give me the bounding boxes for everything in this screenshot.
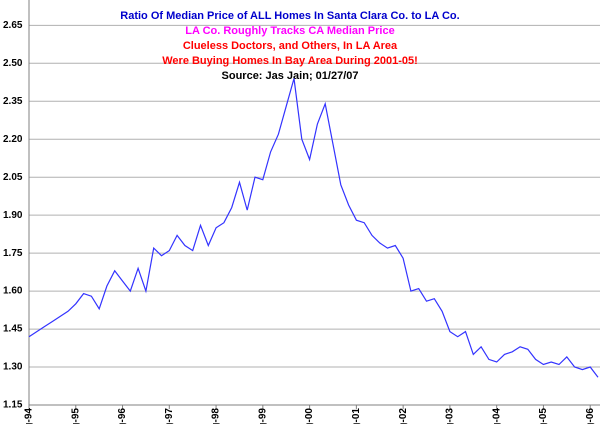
y-tick-label: 2.35: [3, 96, 23, 107]
y-tick-label: 1.90: [3, 210, 23, 221]
x-tick-label: Aug-97: [164, 408, 175, 424]
chart-title: Were Buying Homes In Bay Area During 200…: [162, 55, 418, 67]
y-tick-label: 2.50: [3, 58, 23, 69]
x-tick-label: Aug-00: [304, 408, 315, 424]
chart-title: Ratio Of Median Price of ALL Homes In Sa…: [120, 10, 459, 22]
x-tick-label: Aug-94: [24, 408, 35, 424]
x-tick-label: Aug-05: [538, 408, 549, 424]
x-tick-label: Aug-03: [445, 408, 456, 424]
data-line: [28, 78, 599, 378]
y-tick-label: 1.60: [3, 286, 23, 297]
x-tick-label: Aug-02: [398, 408, 409, 424]
y-tick-label: 2.05: [3, 172, 23, 183]
x-tick-label: Aug-95: [70, 408, 81, 424]
x-tick-label: Aug-01: [351, 408, 362, 424]
x-tick-label: Aug-04: [491, 408, 502, 424]
y-tick-label: 1.75: [3, 248, 23, 259]
x-tick-label: Aug-98: [211, 408, 222, 424]
chart-title: LA Co. Roughly Tracks CA Median Price: [185, 25, 394, 37]
y-tick-label: 1.45: [3, 324, 23, 335]
y-tick-label: 1.15: [3, 400, 23, 411]
y-tick-label: 2.20: [3, 134, 23, 145]
x-tick-label: Aug-06: [585, 408, 596, 424]
x-tick-label: Aug-96: [117, 408, 128, 424]
chart-title: Clueless Doctors, and Others, In LA Area: [183, 40, 398, 52]
y-tick-label: 2.65: [3, 20, 23, 31]
chart-title: Source: Jas Jain; 01/27/07: [222, 70, 359, 82]
x-tick-label: Aug-99: [257, 408, 268, 424]
y-tick-label: 1.30: [3, 362, 23, 373]
